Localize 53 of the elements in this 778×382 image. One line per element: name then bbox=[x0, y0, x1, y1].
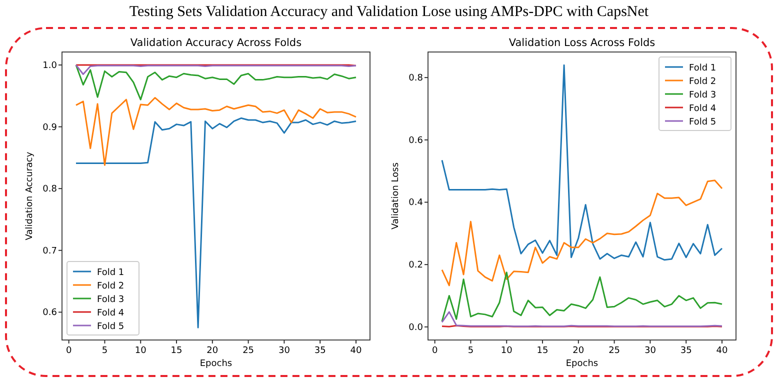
x-tick-label: 15 bbox=[536, 346, 548, 356]
legend-label: Fold 2 bbox=[689, 77, 716, 87]
x-tick-label: 5 bbox=[102, 346, 108, 356]
x-tick-label: 10 bbox=[134, 346, 147, 356]
y-tick-label: 0.4 bbox=[408, 198, 424, 208]
legend-label: Fold 3 bbox=[689, 90, 716, 100]
y-tick-label: 0.0 bbox=[408, 322, 424, 333]
x-axis-title: Epochs bbox=[566, 359, 598, 369]
x-tick-label: 25 bbox=[242, 346, 254, 356]
legend-label: Fold 5 bbox=[689, 118, 716, 128]
x-tick-label: 0 bbox=[432, 346, 438, 356]
x-tick-label: 5 bbox=[468, 346, 474, 356]
line-series bbox=[75, 64, 357, 75]
line-series bbox=[75, 96, 357, 166]
x-tick-label: 20 bbox=[206, 346, 218, 356]
chart-title: Validation Accuracy Across Folds bbox=[130, 37, 302, 49]
line-series bbox=[441, 311, 723, 328]
y-tick-label: 0.2 bbox=[408, 260, 423, 271]
x-tick-label: 10 bbox=[500, 346, 513, 356]
y-tick-label: 0.8 bbox=[42, 184, 58, 195]
y-tick-label: 0.7 bbox=[42, 246, 57, 256]
y-tick-label: 0.9 bbox=[42, 122, 58, 133]
y-tick-label: 0.6 bbox=[42, 308, 58, 318]
line-series bbox=[75, 64, 357, 100]
x-tick-label: 0 bbox=[66, 346, 72, 356]
legend-label: Fold 1 bbox=[97, 268, 124, 278]
text: Testing Sets Validation Accuracy and Validation Lose using AMPs-DPC with CapsNet bbox=[129, 4, 650, 20]
legend-label: Fold 4 bbox=[689, 104, 716, 114]
y-axis-title: Validation Loss bbox=[391, 162, 401, 230]
line-series bbox=[441, 180, 723, 286]
y-axis-title: Validation Accuracy bbox=[25, 151, 35, 240]
x-tick-label: 40 bbox=[716, 346, 728, 356]
legend-label: Fold 1 bbox=[689, 64, 716, 74]
x-tick-label: 35 bbox=[314, 346, 326, 356]
x-axis-title: Epochs bbox=[200, 359, 232, 369]
line-series bbox=[441, 64, 723, 261]
x-tick-label: 25 bbox=[608, 346, 620, 356]
x-tick-label: 15 bbox=[170, 346, 182, 356]
x-tick-label: 30 bbox=[644, 346, 656, 356]
legend-label: Fold 5 bbox=[97, 322, 124, 332]
legend-label: Fold 4 bbox=[97, 308, 124, 318]
x-tick-label: 30 bbox=[278, 346, 290, 356]
chart-title: Validation Loss Across Folds bbox=[508, 37, 656, 49]
y-tick-label: 1.0 bbox=[42, 60, 58, 71]
legend-label: Fold 2 bbox=[97, 282, 124, 292]
x-tick-label: 40 bbox=[350, 346, 362, 356]
x-tick-label: 20 bbox=[572, 346, 584, 356]
legend-label: Fold 3 bbox=[97, 295, 124, 305]
line-series bbox=[75, 117, 357, 328]
y-tick-label: 0.8 bbox=[408, 74, 424, 84]
line-series bbox=[441, 272, 723, 322]
x-tick-label: 35 bbox=[680, 346, 692, 356]
y-tick-label: 0.6 bbox=[408, 136, 424, 146]
